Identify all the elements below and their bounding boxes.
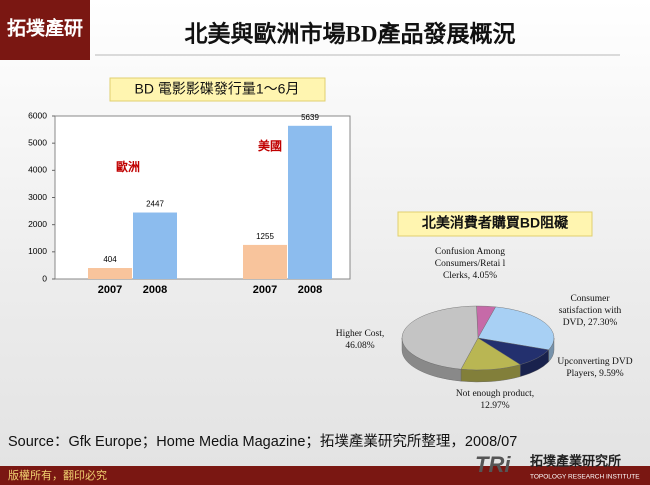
pie-title-box — [397, 211, 593, 237]
value-label: 2447 — [146, 200, 164, 209]
bar-title: BD 電影影碟發行量1～6月 — [135, 81, 300, 97]
brand: TRi — [475, 452, 511, 477]
logo: 拓墣產研 — [7, 16, 83, 39]
bar — [88, 268, 132, 279]
y-tick-label: 4000 — [28, 165, 47, 175]
value-label: 404 — [103, 255, 117, 264]
value-label: 1255 — [256, 232, 274, 241]
slide-title: 北美與歐洲市場BD產品發展概況 — [185, 20, 516, 46]
group-label: 歐洲 — [116, 159, 140, 174]
pie-title: 北美消費者購買BD阻礙 — [422, 215, 569, 231]
group-label: 美國 — [258, 138, 282, 153]
slice-label: Consumer satisfaction with DVD, 27.30% — [558, 294, 622, 328]
value-label: 5639 — [301, 113, 319, 122]
slice-label: Higher Cost, 46.08% — [335, 329, 385, 351]
pie-slice — [460, 337, 521, 371]
x-tick-label: 2008 — [298, 284, 322, 296]
copyright: 版權所有，翻印必究 — [8, 468, 107, 482]
slice-label: Not enough product, 12.97% — [455, 389, 535, 411]
slice-label: Upconverting DVD Players, 9.59% — [557, 357, 633, 379]
institute-en: TOPOLOGY RESEARCH INSTITUTE — [530, 474, 640, 481]
bar-title-box — [109, 77, 326, 102]
institute: 拓墣產業研究所 — [530, 453, 621, 468]
y-tick-label: 2000 — [28, 219, 47, 229]
logo-box — [0, 0, 90, 60]
footer-bar — [0, 466, 650, 485]
y-tick-label: 6000 — [28, 110, 47, 120]
bar — [133, 212, 177, 279]
x-tick-label: 2008 — [143, 284, 167, 296]
pie-slice — [401, 305, 479, 370]
bar — [288, 125, 332, 280]
bar — [243, 244, 287, 279]
pie-slice — [477, 306, 555, 351]
x-tick-label: 2007 — [98, 284, 122, 296]
y-tick-label: 0 — [42, 273, 47, 283]
source: Source：Gfk Europe；Home Media Magazine；拓墣… — [8, 433, 517, 450]
y-tick-label: 1000 — [28, 246, 47, 256]
slice-label: Confusion Among Consumers/Retai l Clerks… — [434, 247, 506, 281]
y-tick-label: 3000 — [28, 192, 47, 202]
x-tick-label: 2007 — [253, 284, 277, 296]
y-tick-label: 5000 — [28, 137, 47, 147]
